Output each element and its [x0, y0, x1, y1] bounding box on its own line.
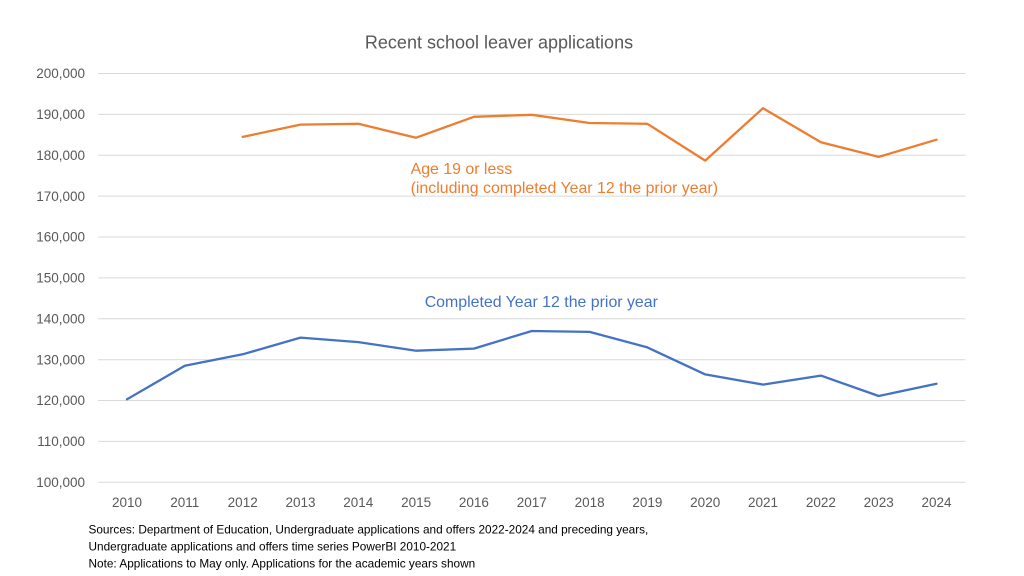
svg-text:2011: 2011	[170, 495, 199, 510]
svg-text:200,000: 200,000	[36, 66, 85, 81]
svg-text:2017: 2017	[517, 495, 547, 510]
svg-text:2010: 2010	[112, 495, 142, 510]
svg-text:130,000: 130,000	[36, 352, 85, 367]
svg-text:190,000: 190,000	[36, 107, 85, 122]
svg-text:2012: 2012	[228, 495, 258, 510]
svg-text:2024: 2024	[921, 495, 952, 510]
svg-text:2014: 2014	[343, 495, 374, 510]
svg-text:170,000: 170,000	[36, 189, 85, 204]
svg-text:100,000: 100,000	[36, 475, 85, 490]
svg-text:150,000: 150,000	[36, 271, 85, 286]
svg-text:110,000: 110,000	[37, 434, 85, 449]
svg-text:2015: 2015	[401, 495, 431, 510]
svg-text:2022: 2022	[806, 495, 836, 510]
svg-text:2013: 2013	[285, 495, 315, 510]
svg-text:140,000: 140,000	[36, 312, 85, 327]
svg-text:120,000: 120,000	[36, 393, 85, 408]
svg-text:Completed Year 12 the prior ye: Completed Year 12 the prior year	[425, 294, 659, 311]
svg-text:2020: 2020	[690, 495, 720, 510]
svg-text:2019: 2019	[632, 495, 662, 510]
svg-text:Age 19 or less: Age 19 or less	[411, 161, 513, 178]
svg-text:Sources: Department of Educati: Sources: Department of Education, Underg…	[89, 523, 649, 537]
svg-text:(including completed Year 12 t: (including completed Year 12 the prior y…	[411, 180, 718, 197]
svg-text:2018: 2018	[575, 495, 605, 510]
svg-text:Note: Applications to May only: Note: Applications to May only. Applicat…	[89, 557, 476, 571]
svg-text:2023: 2023	[864, 495, 894, 510]
svg-text:Recent school leaver applicati: Recent school leaver applications	[365, 33, 633, 53]
svg-text:180,000: 180,000	[36, 148, 85, 163]
svg-text:2016: 2016	[459, 495, 489, 510]
svg-text:2021: 2021	[748, 495, 778, 510]
svg-text:160,000: 160,000	[36, 230, 85, 245]
svg-text:Undergraduate applications and: Undergraduate applications and offers ti…	[89, 540, 457, 554]
